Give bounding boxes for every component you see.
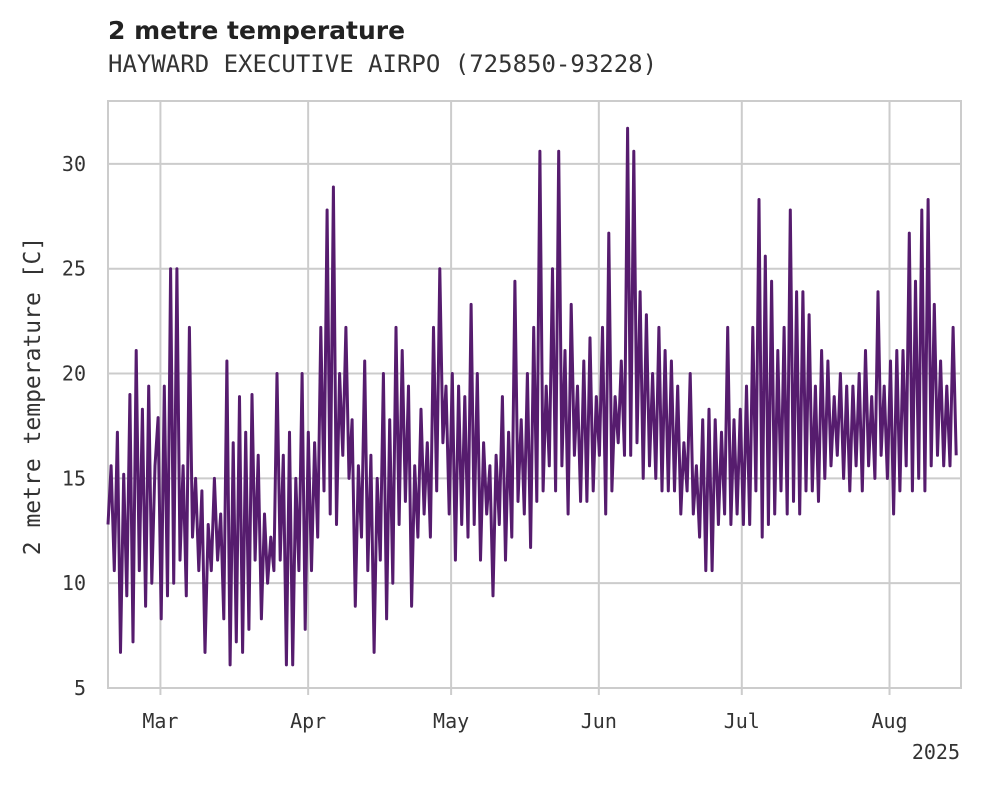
- y-tick-label: 30: [62, 152, 86, 176]
- chart-title: 2 metre temperature: [108, 16, 406, 45]
- y-tick-label: 15: [62, 466, 86, 490]
- x-tick-label: Mar: [142, 709, 178, 733]
- plot-frame: [107, 100, 962, 689]
- x-tick-label: Apr: [290, 709, 326, 733]
- temperature-series-line: [106, 126, 958, 667]
- y-tick-label: 5: [74, 676, 86, 700]
- x-tick-label: Jun: [581, 709, 617, 733]
- y-tick-label: 25: [62, 257, 86, 281]
- x-tick-label: Jul: [724, 709, 760, 733]
- year-label: 2025: [912, 740, 960, 764]
- y-tick-label: 10: [62, 571, 86, 595]
- y-axis-ticks: 5 10 15 20 25 30: [62, 152, 86, 700]
- x-tick-label: May: [433, 709, 469, 733]
- x-axis-ticks: Mar Apr May Jun Jul Aug: [142, 688, 908, 733]
- y-tick-label: 20: [62, 362, 86, 386]
- series-layer: [106, 126, 958, 667]
- chart-subtitle: HAYWARD EXECUTIVE AIRPO (725850-93228): [108, 50, 658, 78]
- x-tick-label: Aug: [871, 709, 907, 733]
- y-axis-label: 2 metre temperature [C]: [20, 237, 46, 556]
